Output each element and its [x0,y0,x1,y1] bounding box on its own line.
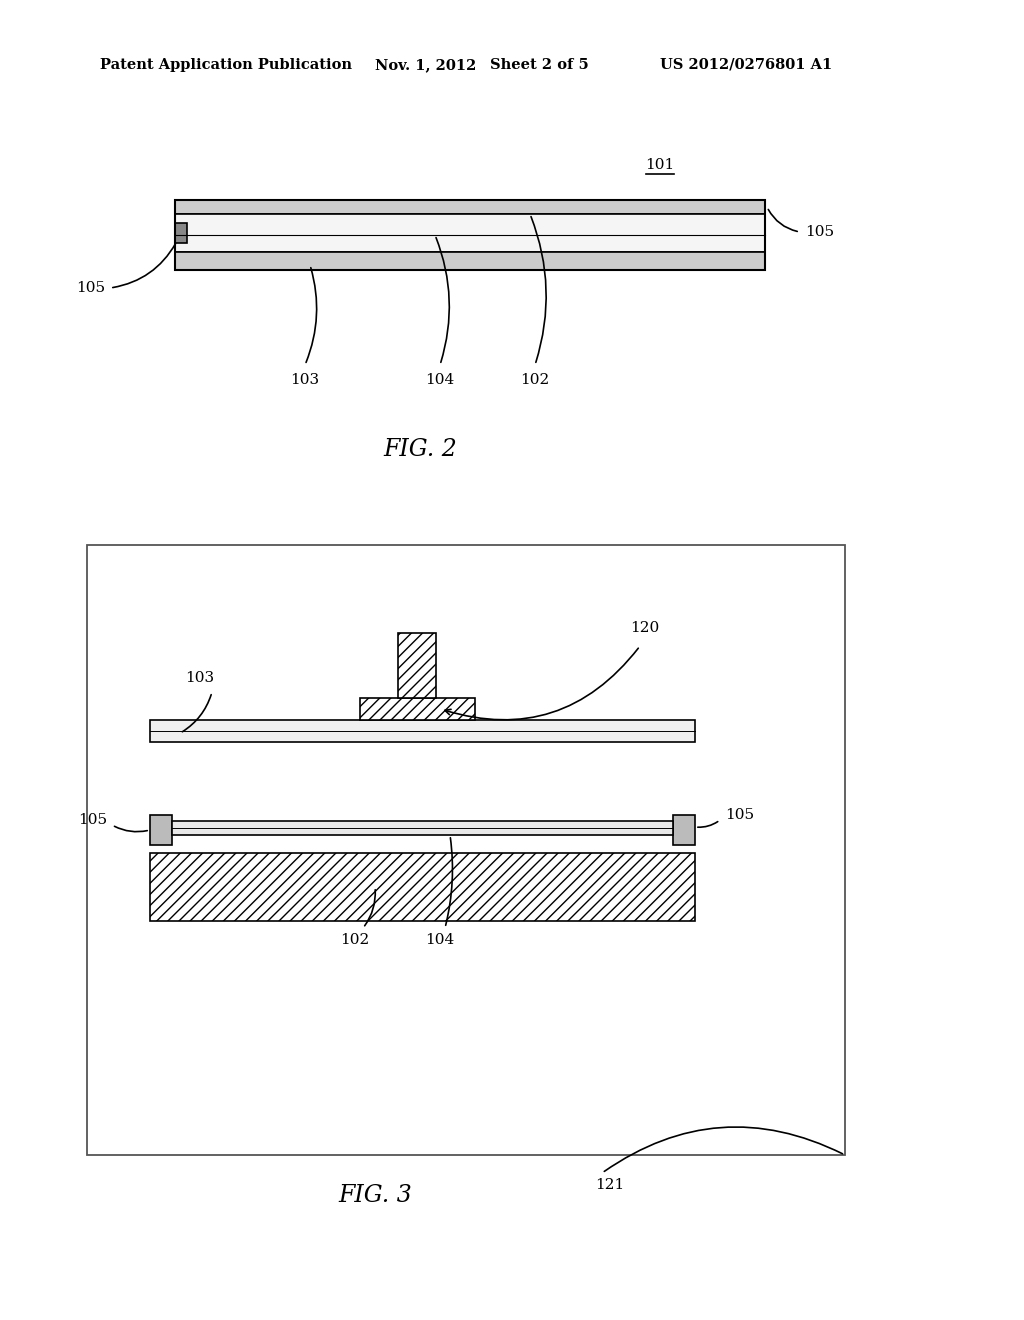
Bar [673,814,695,845]
Bar [150,814,172,845]
Text: 101: 101 [645,158,675,172]
Bar [175,201,765,271]
Text: 120: 120 [631,620,659,635]
Bar [175,214,765,252]
Bar [175,252,765,271]
Bar [150,719,695,742]
Text: Patent Application Publication: Patent Application Publication [100,58,352,73]
Text: 104: 104 [425,374,455,387]
Bar [175,223,187,243]
Bar [398,634,436,698]
Text: 103: 103 [185,671,215,685]
Text: 104: 104 [425,933,455,946]
Text: 105: 105 [725,808,754,822]
Bar [360,698,475,719]
Text: Sheet 2 of 5: Sheet 2 of 5 [490,58,589,73]
Bar [87,545,845,1155]
Text: 105: 105 [78,813,106,828]
Text: 102: 102 [340,933,370,946]
Text: 121: 121 [595,1177,625,1192]
Bar [150,853,695,921]
Text: 105: 105 [76,281,105,294]
Text: FIG. 2: FIG. 2 [383,438,457,462]
Text: US 2012/0276801 A1: US 2012/0276801 A1 [660,58,833,73]
Bar [175,201,765,214]
Text: Nov. 1, 2012: Nov. 1, 2012 [375,58,476,73]
Text: FIG. 3: FIG. 3 [338,1184,412,1206]
Text: 102: 102 [520,374,550,387]
Text: 103: 103 [291,374,319,387]
Bar [172,821,673,836]
Text: 105: 105 [805,224,835,239]
